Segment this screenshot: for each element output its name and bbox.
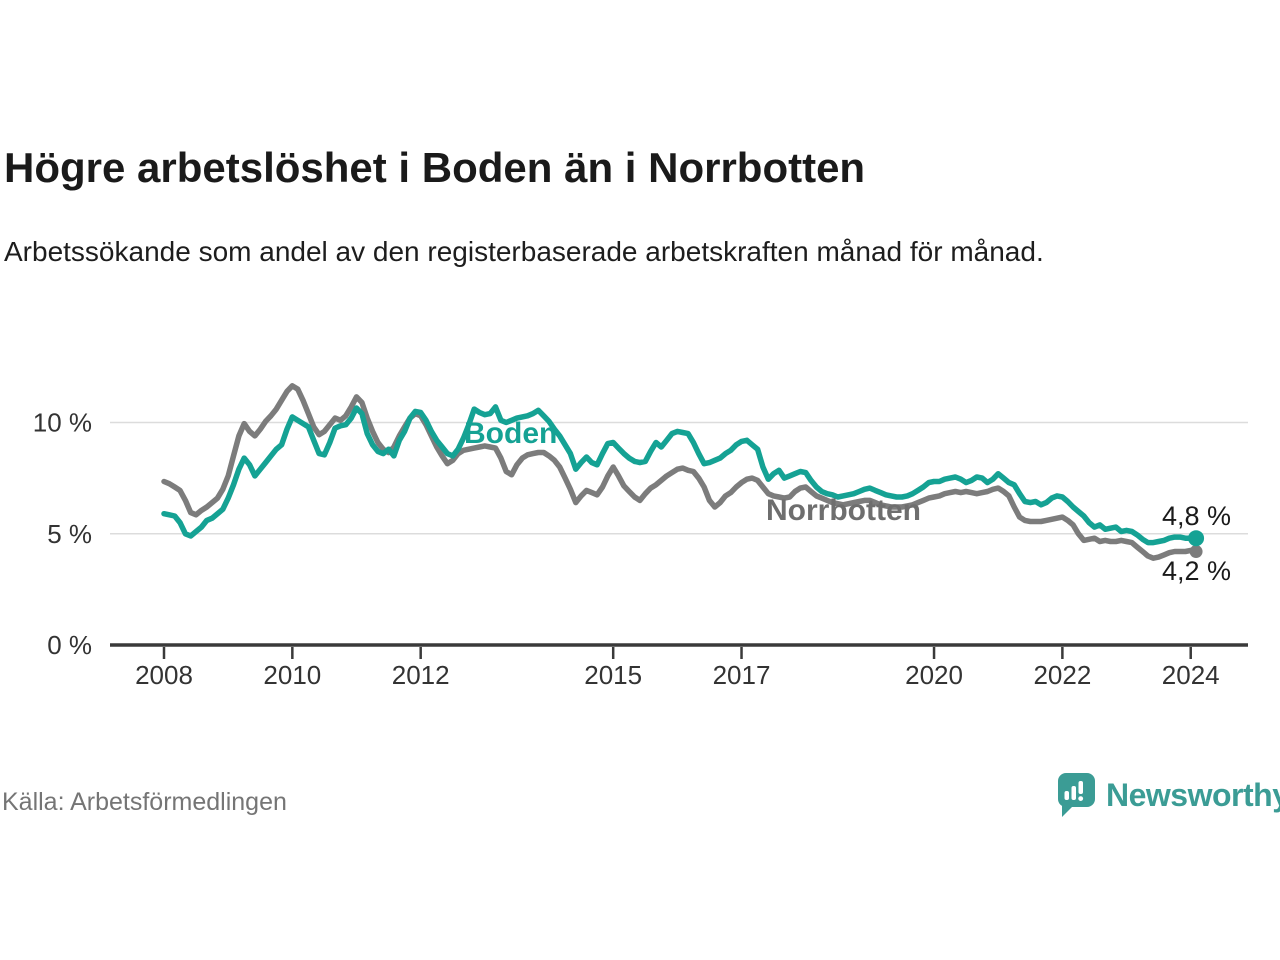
line-norrbotten <box>161 383 1199 561</box>
y-tick-label-10: 10 % <box>33 408 92 438</box>
x-tick-label-2008: 2008 <box>135 660 193 690</box>
line-boden <box>161 404 1199 546</box>
series-label-boden: Boden <box>464 417 558 450</box>
newsworthy-logo-icon <box>1058 773 1095 817</box>
series-label-norrbotten: Norrbotten <box>766 494 921 527</box>
page-title: Högre arbetslöshet i Boden än i Norrbott… <box>4 144 866 191</box>
source-caption: Källa: Arbetsförmedlingen <box>2 788 287 816</box>
y-tick-label-5: 5 % <box>47 519 92 549</box>
newsworthy-wordmark: Newsworthy <box>1106 777 1280 813</box>
newsworthy-brand: Newsworthy <box>1056 770 1280 826</box>
end-dot-norrbotten <box>1189 545 1203 559</box>
y-tick-label-0: 0 % <box>47 630 92 660</box>
end-value-label-norrbotten: 4,2 % <box>1162 556 1232 586</box>
end-value-label-boden: 4,8 % <box>1162 501 1232 531</box>
x-tick-label-2012: 2012 <box>392 660 450 690</box>
page-subtitle: Arbetssökande som andel av den registerb… <box>4 236 1044 267</box>
x-tick-label-2015: 2015 <box>584 660 642 690</box>
end-dot-boden <box>1188 530 1205 547</box>
x-tick-label-2020: 2020 <box>905 660 963 690</box>
x-tick-label-2022: 2022 <box>1033 660 1091 690</box>
x-tick-label-2024: 2024 <box>1162 660 1220 690</box>
x-tick-label-2017: 2017 <box>713 660 771 690</box>
x-tick-label-2010: 2010 <box>263 660 321 690</box>
